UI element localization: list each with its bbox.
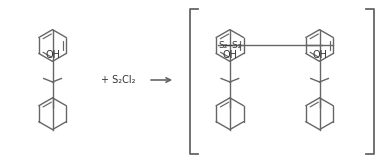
Text: OH: OH xyxy=(223,50,238,60)
Text: OH: OH xyxy=(45,50,60,60)
Text: OH: OH xyxy=(312,50,327,60)
Text: S₂: S₂ xyxy=(218,41,228,50)
Text: + S₂Cl₂: + S₂Cl₂ xyxy=(101,75,136,85)
Text: —S₂: —S₂ xyxy=(223,41,242,50)
